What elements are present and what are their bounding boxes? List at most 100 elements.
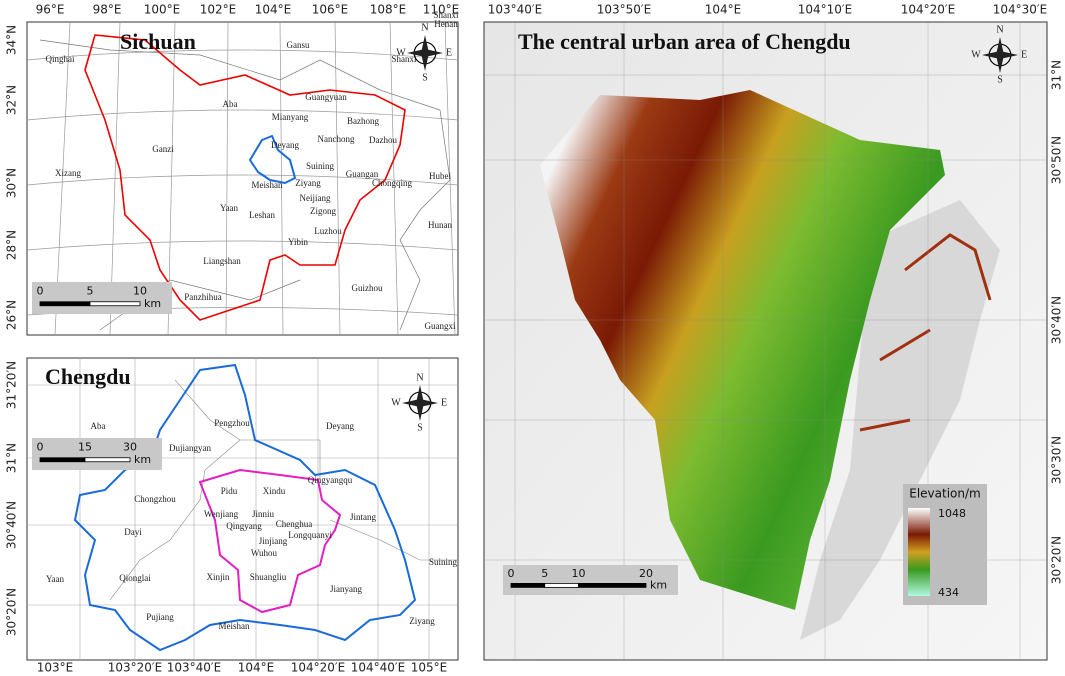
scale-label: 0 <box>37 285 44 298</box>
place-name: Xinjin <box>206 572 230 582</box>
place-name: Meishan <box>252 180 283 190</box>
place-name: Aba <box>91 421 106 431</box>
scale-label: 0 <box>37 441 44 454</box>
x-tick-label: 104°E <box>238 661 275 675</box>
x-tick-label: 103°40′E <box>167 661 221 675</box>
place-name: Guizhou <box>352 283 383 293</box>
x-tick-label: 104°20′E <box>291 661 345 675</box>
x-tick-label: 106°E <box>312 3 349 17</box>
scale-box <box>32 438 162 470</box>
x-tick-label: 104°E <box>705 3 742 17</box>
y-tick-label: 30°20′N <box>5 588 19 636</box>
x-tick-label: 103°50′E <box>597 3 651 17</box>
chengdu-border <box>73 363 417 652</box>
y-tick-label: 30°40′N <box>5 501 19 549</box>
x-tick-label: 103°E <box>37 661 74 675</box>
scale-segment <box>510 583 546 588</box>
compass-star <box>407 35 443 71</box>
y-tick-label: 30°40′N <box>1050 296 1064 344</box>
place-name: Ziyang <box>295 178 321 188</box>
place-name: Pidu <box>221 486 238 496</box>
scale-label: 5 <box>87 285 94 298</box>
scale-segment <box>84 457 131 463</box>
place-name: Shanxi <box>433 10 459 20</box>
place-name: Liangshan <box>203 256 241 266</box>
y-tick-label: 31°N <box>1050 60 1064 90</box>
compass-letter: N <box>416 372 423 383</box>
place-name: Meishan <box>219 621 250 631</box>
x-tick-label: 104°E <box>255 3 292 17</box>
place-name: Jintang <box>350 512 376 522</box>
y-tick-label: 30°30′N <box>1050 436 1064 484</box>
scale-label: 5 <box>541 567 548 580</box>
scale-segment <box>39 301 91 307</box>
x-tick-label: 110°E <box>423 3 460 17</box>
compass-star <box>402 385 438 421</box>
place-name: Qinghai <box>46 54 75 64</box>
place-name: Yibin <box>288 237 309 247</box>
place-name: Bazhong <box>347 116 379 126</box>
compass-letter: S <box>417 422 423 433</box>
panel-title: The central urban area of Chengdu <box>518 29 851 54</box>
x-tick-label: 103°20′E <box>108 661 162 675</box>
x-tick-label: 105°E <box>411 661 448 675</box>
y-tick-label: 26°N <box>5 300 19 330</box>
place-name: Neijiang <box>300 193 331 203</box>
place-name: Aba <box>223 99 238 109</box>
place-name: Guangan <box>346 169 379 179</box>
compass-letter: W <box>396 47 406 58</box>
chengdu-border <box>248 134 297 185</box>
scale-unit: km <box>650 578 667 591</box>
x-tick-label: 96°E <box>36 3 65 17</box>
central-border <box>198 468 342 614</box>
y-tick-label: 30°N <box>5 168 19 198</box>
scale-label: 0 <box>508 567 515 580</box>
place-name: Gansu <box>287 40 310 50</box>
legend-min: 434 <box>938 586 959 599</box>
place-name: Chenghua <box>276 519 313 529</box>
y-tick-label: 28°N <box>5 230 19 260</box>
compass-letter: N <box>421 22 428 33</box>
x-tick-label: 104°10′E <box>798 3 852 17</box>
legend-ramp <box>908 508 930 596</box>
scale-label: 30 <box>123 441 137 454</box>
scale-label: 15 <box>78 441 92 454</box>
place-name: Longquanyi <box>288 530 332 540</box>
scale-segment <box>39 457 86 463</box>
place-name: Qionglai <box>119 573 151 583</box>
scale-segment <box>89 301 141 307</box>
place-name: Qingyangqu <box>308 475 353 485</box>
scale-label: 10 <box>572 567 586 580</box>
y-tick-label: 31°20′N <box>5 361 19 409</box>
place-name: Luzhou <box>314 226 342 236</box>
place-name: Pujiang <box>146 612 174 622</box>
compass-letter: S <box>422 72 428 83</box>
place-name: Dujiangyan <box>169 443 211 453</box>
scale-box <box>32 282 172 314</box>
place-name: Yaan <box>46 574 65 584</box>
place-name: Shanxi <box>391 54 417 64</box>
graticule <box>26 21 459 336</box>
x-tick-label: 104°40′E <box>351 661 405 675</box>
compass-letter: W <box>971 49 981 60</box>
place-name: Dazhou <box>369 135 397 145</box>
place-name: Suining <box>429 557 458 567</box>
place-name: Chongqing <box>372 178 413 188</box>
legend-title: Elevation/m <box>909 487 980 501</box>
place-name: Ziyang <box>409 616 435 626</box>
place-name: Qingyang <box>226 521 262 531</box>
x-tick-label: 100°E <box>144 3 181 17</box>
place-name: Panzhihua <box>184 292 222 302</box>
panel-title: Chengdu <box>45 364 131 389</box>
x-tick-label: 104°30′E <box>993 3 1047 17</box>
legend-max: 1048 <box>938 507 966 520</box>
panel-chengdu <box>26 357 459 661</box>
scale-segment <box>578 583 647 588</box>
place-name: Xizang <box>55 168 81 178</box>
place-name: Wenjiang <box>204 509 239 519</box>
panel-central <box>483 21 1048 661</box>
x-tick-label: 108°E <box>370 3 407 17</box>
place-name: Wuhou <box>251 548 278 558</box>
sichuan-border <box>84 34 406 321</box>
